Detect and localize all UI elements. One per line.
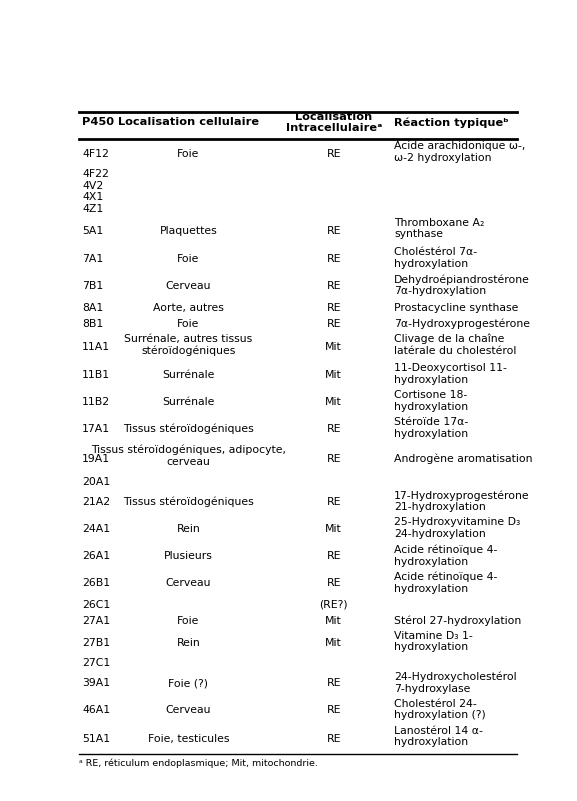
Text: Cholestérol 24-
hydroxylation (?): Cholestérol 24- hydroxylation (?) [394,698,486,720]
Text: Dehydroépiandrostérone
7α-hydroxylation: Dehydroépiandrostérone 7α-hydroxylation [394,275,530,296]
Text: Localisation cellulaire: Localisation cellulaire [118,117,259,127]
Text: Androgène aromatisation: Androgène aromatisation [394,453,533,464]
Text: ᵃ RE, réticulum endoplasmique; Mit, mitochondrie.: ᵃ RE, réticulum endoplasmique; Mit, mito… [79,759,318,768]
Text: P450: P450 [82,117,114,127]
Text: Foie: Foie [177,149,200,159]
Text: Cerveau: Cerveau [166,578,211,589]
Text: Localisation
Intracellulaireᵃ: Localisation Intracellulaireᵃ [286,111,382,133]
Text: Rein: Rein [177,524,200,534]
Text: Mit: Mit [325,370,342,380]
Text: 46A1: 46A1 [82,706,110,715]
Text: Mit: Mit [325,524,342,534]
Text: Clivage de la chaîne
latérale du cholestérol: Clivage de la chaîne latérale du cholest… [394,333,516,356]
Text: 27B1: 27B1 [82,638,110,647]
Text: Acide rétinoïque 4-
hydroxylation: Acide rétinoïque 4- hydroxylation [394,572,497,594]
Text: 8A1: 8A1 [82,303,103,312]
Text: 8B1: 8B1 [82,319,103,328]
Text: 4F22: 4F22 [82,170,109,179]
Text: Tissus stéroïdogéniques, adipocyte,
cerveau: Tissus stéroïdogéniques, adipocyte, cerv… [91,445,286,467]
Text: Thromboxane A₂
synthase: Thromboxane A₂ synthase [394,218,485,239]
Text: 25-Hydroxyvitamine D₃
24-hydroxylation: 25-Hydroxyvitamine D₃ 24-hydroxylation [394,517,520,539]
Text: 20A1: 20A1 [82,477,110,486]
Text: RE: RE [327,734,341,744]
Text: Mit: Mit [325,397,342,407]
Text: 27C1: 27C1 [82,658,110,668]
Text: Réaction typiqueᵇ: Réaction typiqueᵇ [394,117,509,127]
Text: RE: RE [327,281,341,291]
Text: 17-Hydroxyprogestérone
21-hydroxylation: 17-Hydroxyprogestérone 21-hydroxylation [394,490,530,513]
Text: Prostacycline synthase: Prostacycline synthase [394,303,519,312]
Text: Foie: Foie [177,319,200,328]
Text: 27A1: 27A1 [82,616,110,626]
Text: Foie: Foie [177,616,200,626]
Text: RE: RE [327,303,341,312]
Text: 21A2: 21A2 [82,497,110,507]
Text: Tissus stéroïdogéniques: Tissus stéroïdogéniques [123,424,254,434]
Text: Surrénale: Surrénale [162,370,215,380]
Text: 26A1: 26A1 [82,551,110,562]
Text: Foie, testicules: Foie, testicules [148,734,229,744]
Text: Surrénale, autres tissus
stéroïdogéniques: Surrénale, autres tissus stéroïdogénique… [124,333,253,356]
Text: RE: RE [327,425,341,434]
Text: 26C1: 26C1 [82,600,110,610]
Text: RE: RE [327,226,341,235]
Text: 11B2: 11B2 [82,397,110,407]
Text: 51A1: 51A1 [82,734,110,744]
Text: Tissus stéroïdogéniques: Tissus stéroïdogéniques [123,497,254,507]
Text: RE: RE [327,149,341,159]
Text: Aorte, autres: Aorte, autres [153,303,224,312]
Text: Plaquettes: Plaquettes [159,226,218,235]
Text: 5A1: 5A1 [82,226,103,235]
Text: RE: RE [327,706,341,715]
Text: Surrénale: Surrénale [162,397,215,407]
Text: 24-Hydroxycholestérol
7-hydroxylase: 24-Hydroxycholestérol 7-hydroxylase [394,671,517,694]
Text: Mit: Mit [325,638,342,647]
Text: RE: RE [327,551,341,562]
Text: Acide arachidonique ω-,
ω-2 hydroxylation: Acide arachidonique ω-, ω-2 hydroxylatio… [394,141,526,163]
Text: Cerveau: Cerveau [166,706,211,715]
Text: (RE?): (RE?) [320,600,348,610]
Text: Mit: Mit [325,341,342,352]
Text: Foie: Foie [177,254,200,264]
Text: 7A1: 7A1 [82,254,103,264]
Text: RE: RE [327,254,341,264]
Text: Mit: Mit [325,616,342,626]
Text: 17A1: 17A1 [82,425,110,434]
Text: RE: RE [327,497,341,507]
Text: Foie (?): Foie (?) [168,678,208,688]
Text: RE: RE [327,454,341,464]
Text: Cerveau: Cerveau [166,281,211,291]
Text: 4V2: 4V2 [82,180,103,191]
Text: 19A1: 19A1 [82,454,110,464]
Text: RE: RE [327,578,341,589]
Text: 11-Deoxycortisol 11-
hydroxylation: 11-Deoxycortisol 11- hydroxylation [394,363,507,384]
Text: 26B1: 26B1 [82,578,110,589]
Text: Acide rétinoïque 4-
hydroxylation: Acide rétinoïque 4- hydroxylation [394,545,497,566]
Text: RE: RE [327,678,341,688]
Text: 7B1: 7B1 [82,281,103,291]
Text: Choléstérol 7α-
hydroxylation: Choléstérol 7α- hydroxylation [394,248,477,269]
Text: 39A1: 39A1 [82,678,110,688]
Text: 24A1: 24A1 [82,524,110,534]
Text: Plusieurs: Plusieurs [164,551,213,562]
Text: RE: RE [327,319,341,328]
Text: 11B1: 11B1 [82,370,110,380]
Text: 4X1: 4X1 [82,191,103,202]
Text: 4Z1: 4Z1 [82,204,103,214]
Text: Rein: Rein [177,638,200,647]
Text: Stérol 27-hydroxylation: Stérol 27-hydroxylation [394,616,522,626]
Text: 4F12: 4F12 [82,149,109,159]
Text: Cortisone 18-
hydroxylation: Cortisone 18- hydroxylation [394,390,468,412]
Text: 11A1: 11A1 [82,341,110,352]
Text: Vitamine D₃ 1-
hydroxylation: Vitamine D₃ 1- hydroxylation [394,631,473,653]
Text: 7α-Hydroxyprogestérone: 7α-Hydroxyprogestérone [394,319,530,329]
Text: Lanostérol 14 α-
hydroxylation: Lanostérol 14 α- hydroxylation [394,726,483,747]
Text: Stéroïde 17α-
hydroxylation: Stéroïde 17α- hydroxylation [394,417,469,439]
